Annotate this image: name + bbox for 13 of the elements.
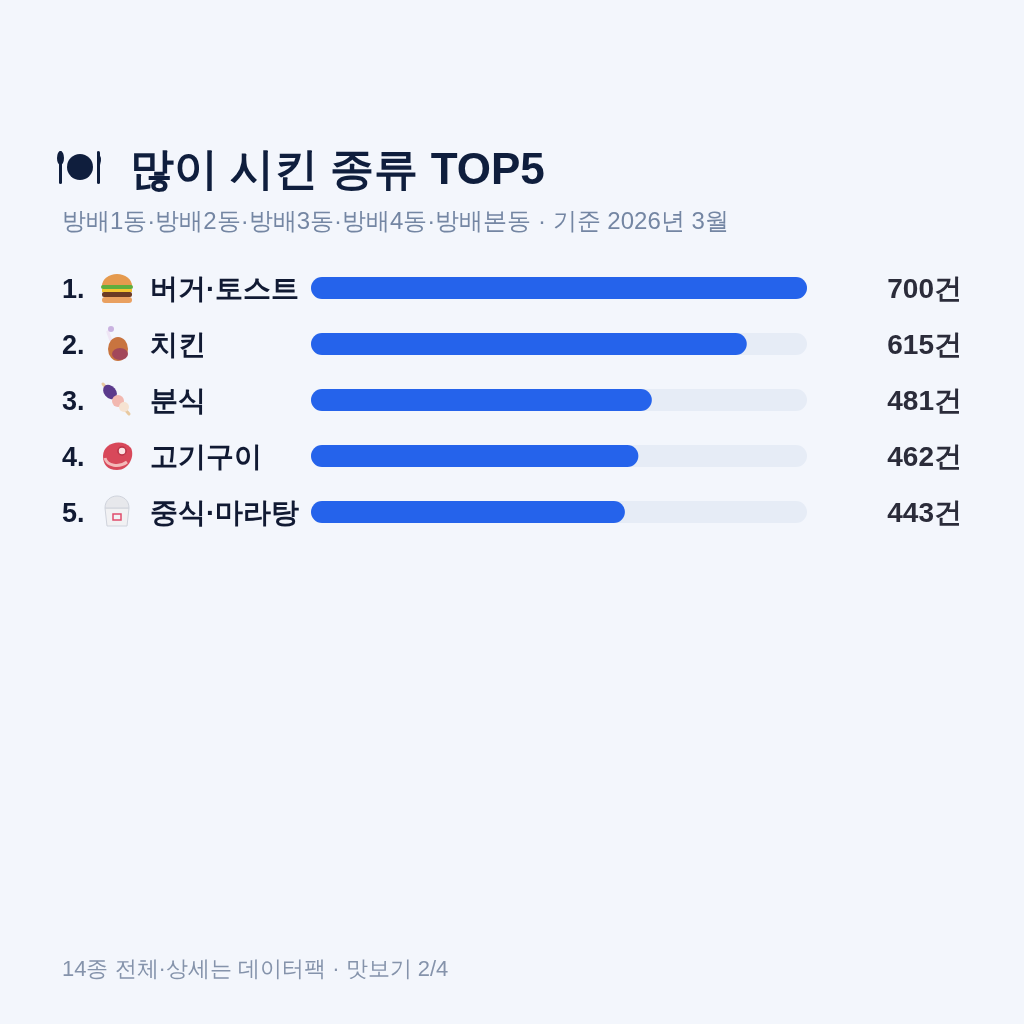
category-label: 4. 고기구이: [62, 441, 262, 472]
data-label: 700건: [887, 273, 962, 304]
chart-subtitle: 방배1동·방배2동·방배3동·방배4동·방배본동 · 기준 2026년 3월: [62, 207, 729, 234]
category-label: 3. 분식: [62, 385, 206, 416]
text: 14종 전체·상세는 데이터팩 · 맛보기 2/4: [62, 956, 449, 981]
chart-title: 많이 시킨 종류 TOP5: [130, 144, 545, 193]
data-label: 443건: [887, 497, 962, 528]
category-label: 5. 중식·마라탕: [62, 497, 300, 528]
data-label: 615건: [887, 329, 962, 360]
data-label: 462건: [887, 441, 962, 472]
category-label: 1. 버거·토스트: [62, 273, 300, 304]
data-label: 481건: [887, 385, 962, 416]
category-label: 2. 치킨: [62, 329, 206, 360]
